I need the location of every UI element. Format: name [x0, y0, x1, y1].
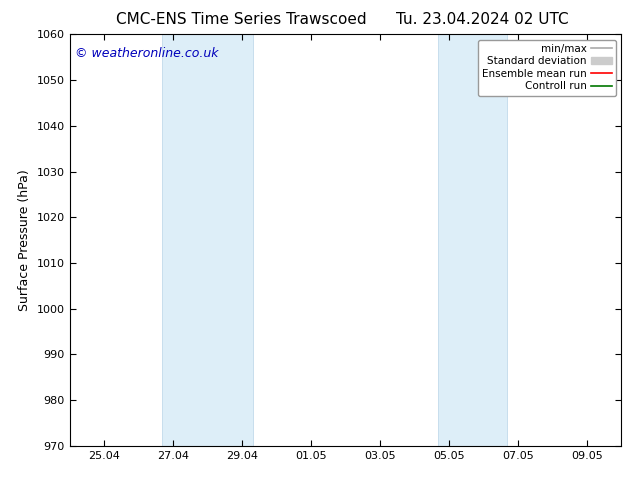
Bar: [162, 34, 254, 446]
Y-axis label: Surface Pressure (hPa): Surface Pressure (hPa): [18, 169, 31, 311]
Legend: min/max, Standard deviation, Ensemble mean run, Controll run: min/max, Standard deviation, Ensemble me…: [478, 40, 616, 96]
Text: © weatheronline.co.uk: © weatheronline.co.uk: [75, 47, 219, 60]
Text: CMC-ENS Time Series Trawscoed: CMC-ENS Time Series Trawscoed: [115, 12, 366, 27]
Bar: [437, 34, 507, 446]
Text: Tu. 23.04.2024 02 UTC: Tu. 23.04.2024 02 UTC: [396, 12, 568, 27]
